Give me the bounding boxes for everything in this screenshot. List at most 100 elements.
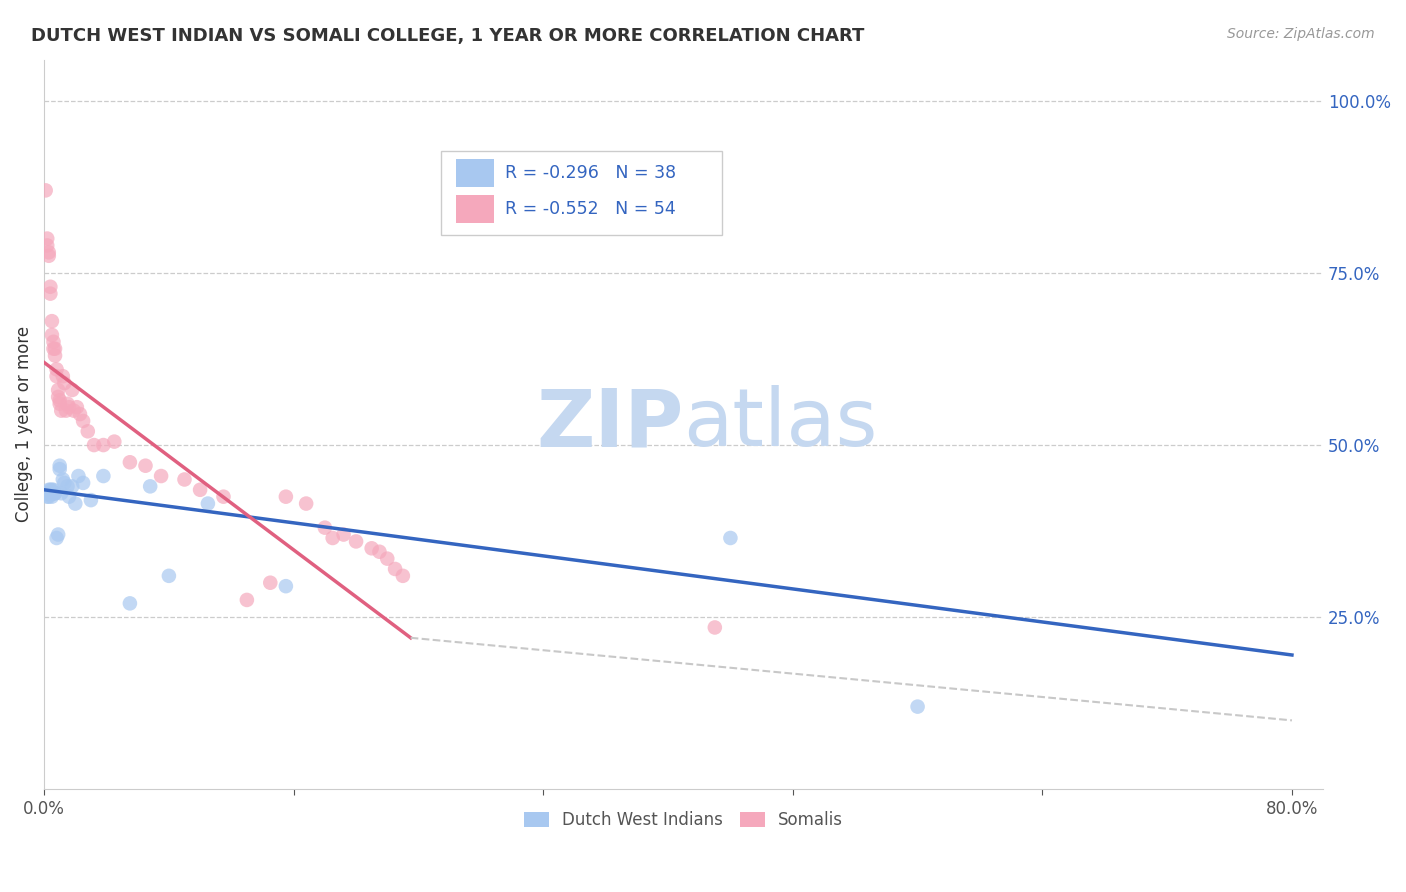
Point xyxy=(45,362,67,376)
Point xyxy=(39,483,62,497)
Point xyxy=(39,279,62,293)
Point xyxy=(41,490,63,504)
Point xyxy=(38,245,60,260)
Point xyxy=(39,286,62,301)
Point xyxy=(48,393,70,408)
Point xyxy=(259,575,281,590)
Point xyxy=(93,469,115,483)
Point xyxy=(360,541,382,556)
Point xyxy=(41,327,63,342)
Point xyxy=(212,490,235,504)
Point xyxy=(368,545,391,559)
Point xyxy=(52,473,75,487)
Point xyxy=(48,397,70,411)
Point xyxy=(55,403,77,417)
Point xyxy=(392,569,415,583)
Point xyxy=(274,579,297,593)
Point xyxy=(44,486,66,500)
Point xyxy=(69,407,91,421)
Point xyxy=(72,475,94,490)
Point xyxy=(44,342,66,356)
Point xyxy=(41,486,63,500)
Point xyxy=(322,531,344,545)
Legend: Dutch West Indians, Somalis: Dutch West Indians, Somalis xyxy=(517,805,849,836)
Point xyxy=(62,403,84,417)
Point xyxy=(56,479,79,493)
Point xyxy=(65,497,87,511)
Point xyxy=(39,486,62,500)
Point xyxy=(76,425,98,439)
Point xyxy=(93,438,115,452)
Point xyxy=(52,369,75,384)
Point xyxy=(720,531,742,545)
Point xyxy=(42,483,65,497)
Point xyxy=(197,497,219,511)
Point xyxy=(173,473,195,487)
Text: R = -0.552   N = 54: R = -0.552 N = 54 xyxy=(505,200,675,219)
Point xyxy=(236,593,259,607)
Point xyxy=(118,455,141,469)
Point xyxy=(139,479,162,493)
Point xyxy=(42,486,65,500)
FancyBboxPatch shape xyxy=(456,159,495,186)
Point xyxy=(34,183,56,197)
Point xyxy=(37,490,59,504)
Point xyxy=(37,238,59,252)
Point xyxy=(41,483,63,497)
Point xyxy=(45,369,67,384)
Point xyxy=(703,620,725,634)
FancyBboxPatch shape xyxy=(440,151,723,235)
Point xyxy=(44,486,66,500)
Point xyxy=(60,383,83,397)
Point xyxy=(48,458,70,473)
Point xyxy=(45,531,67,545)
Point xyxy=(274,490,297,504)
Point xyxy=(37,231,59,245)
Text: R = -0.296   N = 38: R = -0.296 N = 38 xyxy=(505,164,676,182)
Text: atlas: atlas xyxy=(683,385,877,464)
Point xyxy=(83,438,105,452)
Point xyxy=(51,486,73,500)
Point xyxy=(188,483,211,497)
Point xyxy=(42,342,65,356)
Point xyxy=(53,475,76,490)
Point xyxy=(46,383,69,397)
Point xyxy=(314,521,336,535)
Point xyxy=(332,527,354,541)
Point xyxy=(44,349,66,363)
Point xyxy=(58,490,80,504)
Point xyxy=(38,486,60,500)
Point xyxy=(46,527,69,541)
Text: ZIP: ZIP xyxy=(536,385,683,464)
Point xyxy=(48,462,70,476)
Point xyxy=(157,569,180,583)
Y-axis label: College, 1 year or more: College, 1 year or more xyxy=(15,326,32,523)
Point xyxy=(384,562,406,576)
Point xyxy=(344,534,367,549)
Point xyxy=(66,401,89,415)
Point xyxy=(58,401,80,415)
Point xyxy=(37,486,59,500)
Point xyxy=(907,699,929,714)
Point xyxy=(46,390,69,404)
Point xyxy=(80,493,103,508)
Point xyxy=(103,434,125,449)
Point xyxy=(38,483,60,497)
Point xyxy=(38,490,60,504)
Point xyxy=(134,458,156,473)
Point xyxy=(295,497,318,511)
Point xyxy=(150,469,173,483)
Point xyxy=(38,249,60,263)
Point xyxy=(60,479,83,493)
Point xyxy=(41,314,63,328)
Text: Source: ZipAtlas.com: Source: ZipAtlas.com xyxy=(1227,27,1375,41)
FancyBboxPatch shape xyxy=(456,195,495,223)
Point xyxy=(72,414,94,428)
Point xyxy=(67,469,90,483)
Point xyxy=(39,486,62,500)
Point xyxy=(118,596,141,610)
Text: DUTCH WEST INDIAN VS SOMALI COLLEGE, 1 YEAR OR MORE CORRELATION CHART: DUTCH WEST INDIAN VS SOMALI COLLEGE, 1 Y… xyxy=(31,27,865,45)
Point xyxy=(42,334,65,349)
Point xyxy=(56,397,79,411)
Point xyxy=(34,486,56,500)
